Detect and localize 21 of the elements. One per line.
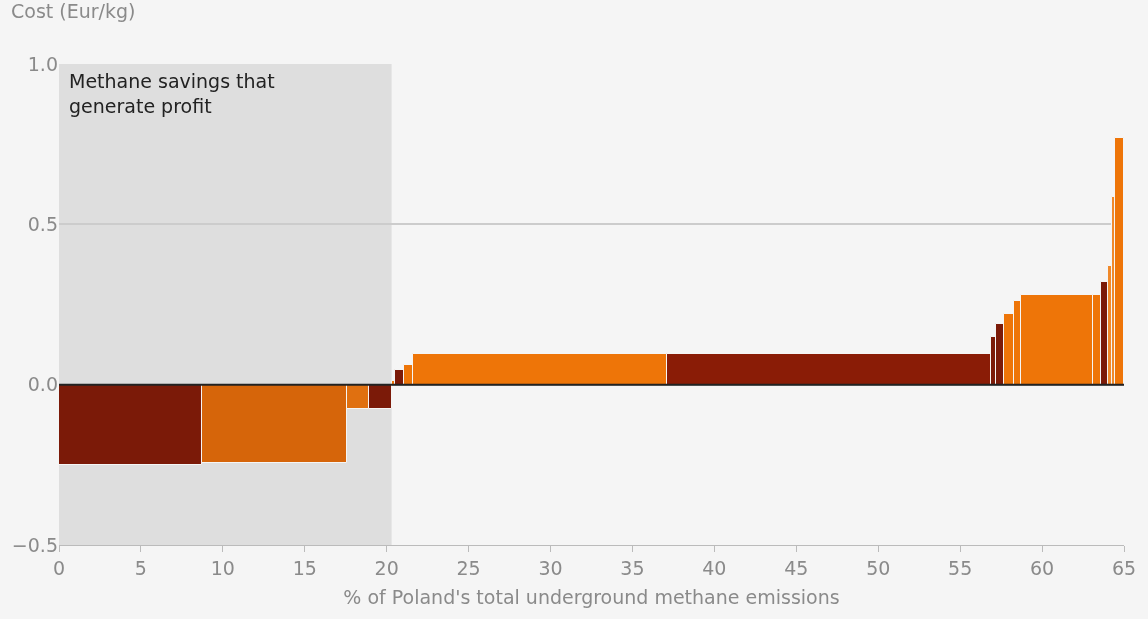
y-tick-label: 0.0 — [27, 373, 58, 396]
x-axis-title: % of Poland's total underground methane emissions — [343, 585, 840, 608]
x-tick-label: 15 — [292, 556, 317, 579]
y-tick-label: −0.5 — [11, 533, 58, 556]
x-tick-label: 5 — [134, 556, 147, 579]
x-tick-label: 40 — [702, 556, 727, 579]
y-tick-label: 0.5 — [27, 212, 58, 235]
y-axis-title: Cost (Eur/kg) — [11, 0, 136, 22]
x-tick-label: 60 — [1029, 556, 1055, 579]
x-tick-label: 35 — [620, 556, 645, 579]
x-tick-label: 30 — [538, 556, 563, 579]
band-label: Methane savings that generate profit — [69, 70, 275, 117]
x-tick-label: 10 — [210, 556, 235, 579]
x-tick-label: 25 — [456, 556, 481, 579]
x-tick-label: 0 — [52, 556, 66, 579]
x-tick-label: 45 — [784, 556, 809, 579]
y-tick-label: 1.0 — [27, 52, 58, 75]
x-tick-label: 55 — [948, 556, 973, 579]
x-tick-label: 65 — [1111, 556, 1137, 579]
x-tick-label: 50 — [866, 556, 891, 579]
x-tick-label: 20 — [374, 556, 399, 579]
